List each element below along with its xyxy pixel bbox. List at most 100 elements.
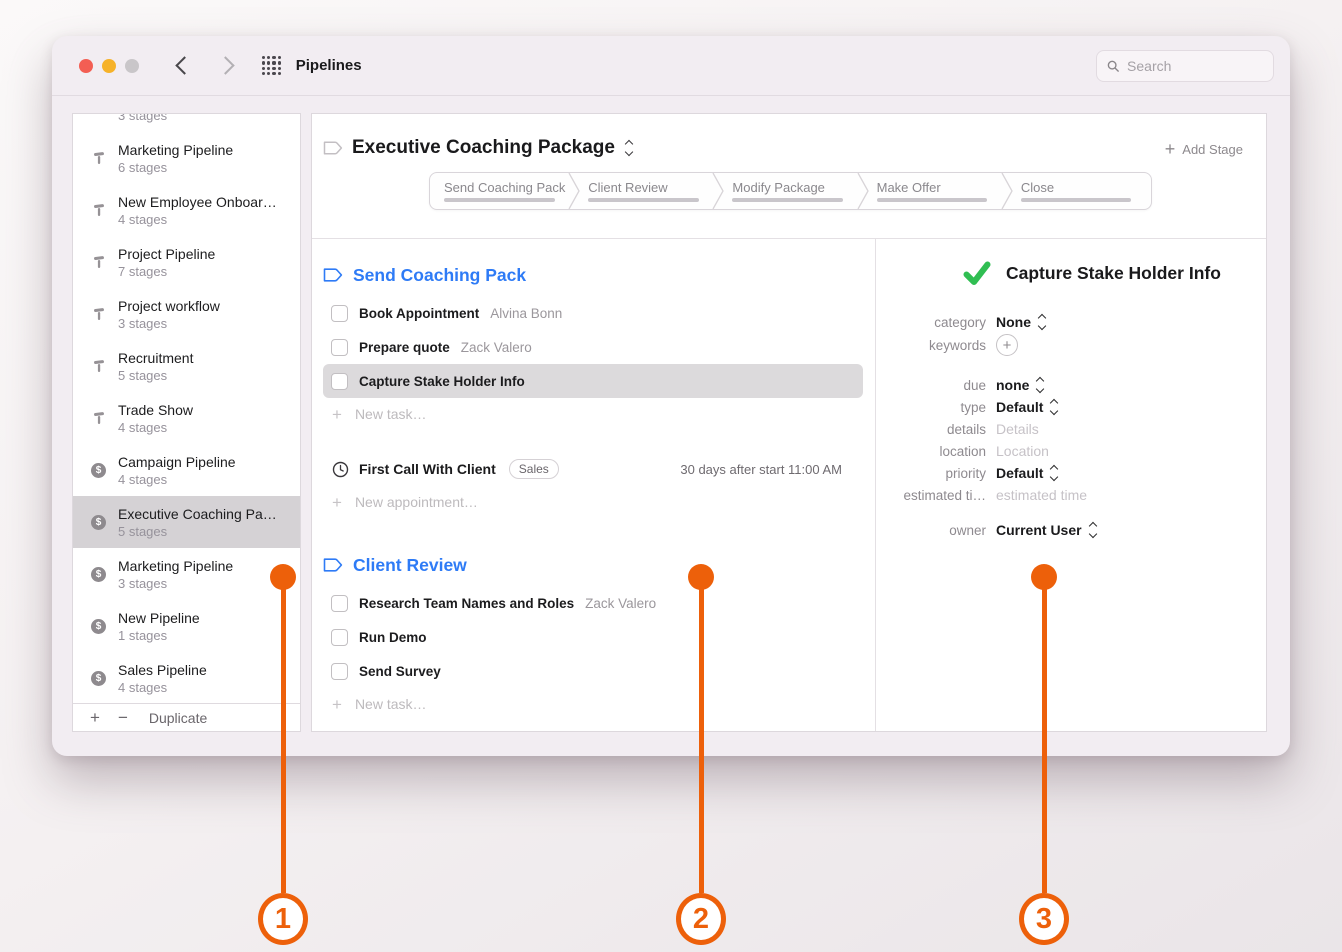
new-task-button[interactable]: + New task… — [323, 688, 863, 720]
back-button[interactable] — [175, 56, 194, 75]
pennant-icon — [323, 558, 343, 572]
task-row-send-survey[interactable]: Send Survey — [323, 654, 863, 688]
sidebar-item-sales-pipeline[interactable]: $ Sales Pipeline 4 stages — [73, 652, 300, 704]
plus-icon: + — [1164, 139, 1176, 159]
search-field[interactable] — [1096, 49, 1274, 82]
task-checkbox[interactable] — [331, 628, 348, 646]
pipeline-stage-count: 1 stages — [118, 627, 168, 643]
green-checkmark-icon[interactable] — [962, 258, 992, 288]
pipeline-stage-count: 3 stages — [118, 575, 168, 591]
sidebar-item-executive-coaching-package[interactable]: $ Executive Coaching Pa… 5 stages — [73, 496, 300, 548]
field-keywords: keywords + — [876, 333, 1266, 357]
stage-underline — [588, 198, 699, 202]
sidebar-item-marketing-pipeline[interactable]: Marketing Pipeline 6 stages — [73, 132, 300, 184]
add-pipeline-button[interactable]: + — [90, 708, 100, 727]
sidebar-item-campaign-pipeline[interactable]: $ Campaign Pipeline 4 stages — [73, 444, 300, 496]
pipeline-name: Executive Coaching Pa… — [118, 505, 277, 522]
zoom-window-button[interactable] — [125, 58, 139, 73]
select-chevrons-icon — [1037, 313, 1047, 331]
add-stage-label: Add Stage — [1182, 141, 1243, 157]
owner-select[interactable]: Current User — [996, 521, 1097, 539]
sidebar-item-recruitment[interactable]: Recruitment 5 stages — [73, 340, 300, 392]
stage-section-client-review[interactable]: Client Review — [323, 552, 863, 578]
appointment-schedule: 30 days after start 11:00 AM — [680, 461, 842, 477]
appointment-row-first-call[interactable]: First Call With Client Sales 30 days aft… — [323, 452, 863, 486]
add-stage-button[interactable]: + Add Stage — [1165, 140, 1243, 158]
estimated-time-input[interactable]: estimated time — [996, 487, 1088, 503]
field-due: due none — [876, 374, 1266, 396]
sidebar-item-project-pipeline[interactable]: Project Pipeline 7 stages — [73, 236, 300, 288]
apps-grid-icon[interactable] — [262, 56, 281, 75]
pipeline-stage-count: 4 stages — [118, 211, 168, 227]
task-row-prepare-quote[interactable]: Prepare quote Zack Valero — [323, 330, 863, 364]
stage-section-send-coaching-pack[interactable]: Send Coaching Pack — [323, 262, 863, 288]
dollar-icon: $ — [90, 670, 107, 686]
task-row-run-demo[interactable]: Run Demo — [323, 620, 863, 654]
task-title: Book Appointment — [359, 305, 480, 321]
sidebar-item-new-employee-onboarding[interactable]: New Employee Onboar… 4 stages — [73, 184, 300, 236]
due-select[interactable]: none — [996, 376, 1045, 394]
task-checkbox[interactable] — [331, 662, 348, 680]
due-value: none — [996, 377, 1030, 393]
sidebar-item-marketing-pipeline-2[interactable]: $ Marketing Pipeline 3 stages — [73, 548, 300, 600]
field-type: type Default — [876, 396, 1266, 418]
pipeline-stage-count: 6 stages — [118, 159, 168, 175]
field-label: location — [939, 443, 986, 459]
window-title: Pipelines — [295, 57, 362, 74]
task-row-research-team-names[interactable]: Research Team Names and Roles Zack Valer… — [323, 586, 863, 620]
forward-button[interactable] — [216, 56, 235, 75]
field-label: keywords — [928, 337, 986, 353]
stage-underline — [732, 198, 844, 202]
task-row-book-appointment[interactable]: Book Appointment Alvina Bonn — [323, 296, 863, 330]
task-checkbox[interactable] — [331, 594, 348, 612]
close-window-button[interactable] — [79, 58, 93, 73]
task-detail-header: Capture Stake Holder Info — [962, 258, 1221, 288]
task-assignee: Alvina Bonn — [490, 305, 563, 321]
stage-segment-modify-package[interactable]: Modify Package — [718, 173, 862, 209]
task-checkbox[interactable] — [331, 372, 348, 390]
task-checkbox[interactable] — [331, 304, 348, 322]
task-title: Research Team Names and Roles — [359, 595, 575, 611]
new-task-button[interactable]: + New task… — [323, 398, 863, 430]
task-title: Capture Stake Holder Info — [359, 373, 525, 389]
new-task-label: New task… — [354, 406, 427, 422]
pipeline-stage-count: 4 stages — [118, 471, 168, 487]
new-appointment-label: New appointment… — [354, 494, 478, 510]
priority-value: Default — [996, 465, 1044, 481]
new-appointment-button[interactable]: + New appointment… — [323, 486, 863, 518]
stage-segment-make-offer[interactable]: Make Offer — [863, 173, 1007, 209]
sidebar-item-trade-show[interactable]: Trade Show 4 stages — [73, 392, 300, 444]
details-input[interactable]: Details — [996, 421, 1039, 437]
search-icon — [1107, 60, 1119, 72]
sidebar-item-new-pipeline[interactable]: $ New Pipeline 1 stages — [73, 600, 300, 652]
pipeline-select-chevrons-icon[interactable] — [624, 139, 634, 157]
task-detail-fields: category None keywords + due — [876, 311, 1266, 541]
sidebar-item-project-workflow[interactable]: Project workflow 3 stages — [73, 288, 300, 340]
pipeline-title-row[interactable]: Executive Coaching Package — [323, 137, 634, 159]
type-select[interactable]: Default — [996, 398, 1059, 416]
pipeline-name: Recruitment — [118, 349, 194, 366]
priority-select[interactable]: Default — [996, 464, 1059, 482]
add-keyword-button[interactable]: + — [996, 334, 1018, 356]
hammer-icon — [90, 150, 107, 166]
callout-1-line — [281, 577, 286, 893]
remove-pipeline-button[interactable]: − — [117, 708, 128, 727]
pipeline-stage-count: 4 stages — [118, 419, 168, 435]
minimize-window-button[interactable] — [102, 58, 116, 73]
stage-label: Send Coaching Pack — [444, 180, 566, 195]
stage-segment-client-review[interactable]: Client Review — [574, 173, 718, 209]
pipeline-list-item-partial[interactable]: 3 stages — [73, 114, 300, 132]
task-checkbox[interactable] — [331, 338, 348, 356]
category-select[interactable]: None — [996, 313, 1047, 331]
search-input[interactable] — [1125, 56, 1263, 75]
stage-segment-close[interactable]: Close — [1007, 173, 1151, 209]
pipeline-stage-count: 3 stages — [118, 315, 168, 331]
stage-segment-send-coaching-pack[interactable]: Send Coaching Pack — [430, 173, 574, 209]
callout-2-badge: 2 — [676, 893, 726, 945]
select-chevrons-icon — [1036, 376, 1045, 394]
task-row-capture-stake-holder-info[interactable]: Capture Stake Holder Info — [323, 364, 863, 398]
duplicate-pipeline-button[interactable]: Duplicate — [148, 709, 208, 726]
location-input[interactable]: Location — [996, 443, 1049, 459]
stage-separator-icon — [568, 173, 580, 209]
